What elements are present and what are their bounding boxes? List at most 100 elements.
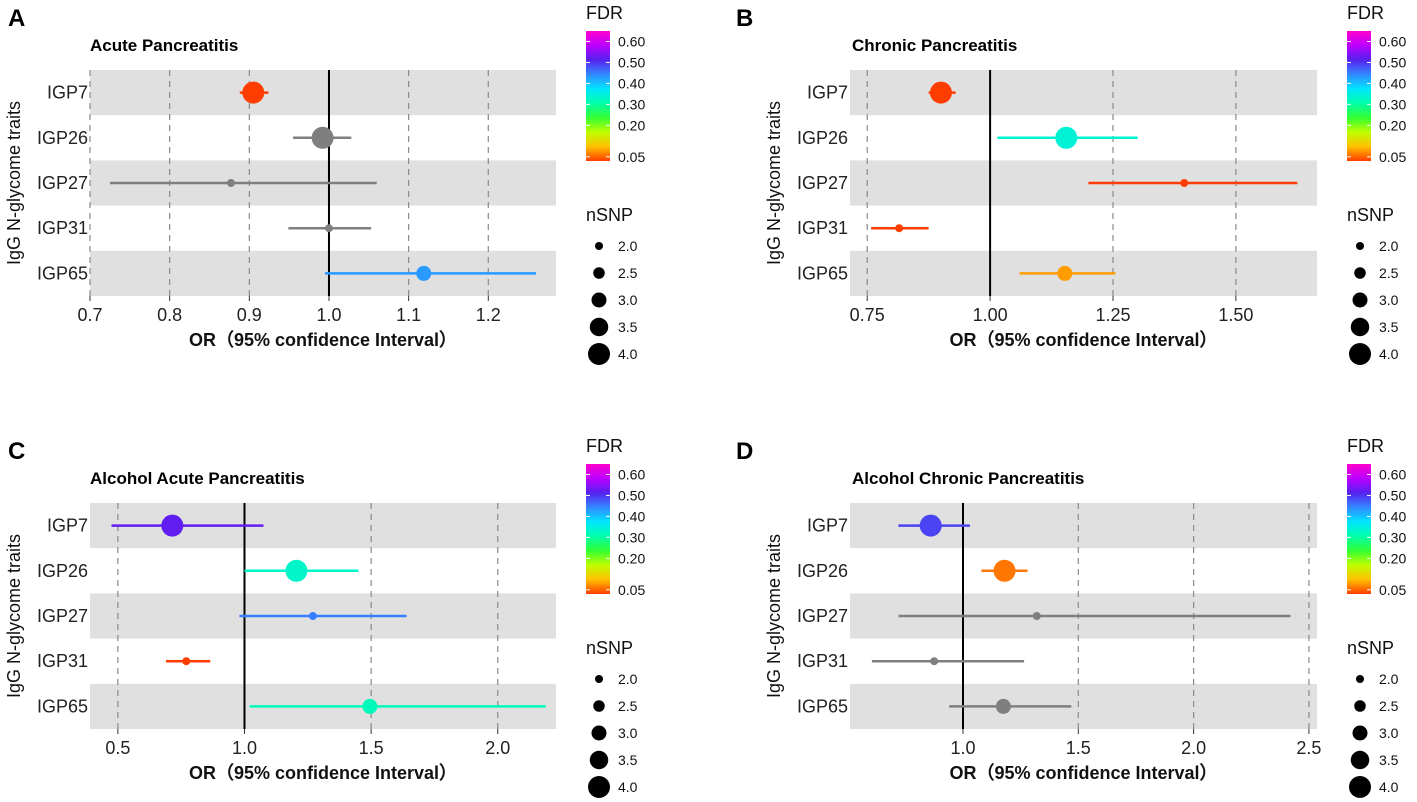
point-igp65 bbox=[1057, 265, 1073, 281]
x-tick-label: 2.0 bbox=[1181, 738, 1206, 758]
x-axis-label: OR（95% confidence Interval） bbox=[949, 330, 1217, 350]
y-tick-label: IGP65 bbox=[37, 696, 88, 716]
fdr-tick-label: 0.30 bbox=[618, 96, 645, 112]
fdr-tick-label: 0.30 bbox=[1379, 529, 1406, 545]
nsnp-legend-label: 3.5 bbox=[618, 752, 638, 768]
fdr-legend-title: FDR bbox=[586, 3, 623, 23]
fdr-tick-label: 0.60 bbox=[1379, 33, 1406, 49]
y-tick-label: IGP65 bbox=[797, 263, 848, 283]
fdr-tick-label: 0.05 bbox=[1379, 582, 1406, 598]
x-tick-label: 0.75 bbox=[850, 305, 885, 325]
point-igp7 bbox=[161, 514, 184, 537]
fdr-tick-label: 0.40 bbox=[1379, 75, 1406, 91]
nsnp-legend-key bbox=[591, 725, 607, 741]
fdr-tick-label: 0.50 bbox=[1379, 487, 1406, 503]
nsnp-legend-label: 3.0 bbox=[618, 725, 638, 741]
y-tick-label: IGP27 bbox=[37, 606, 88, 626]
fdr-tick-label: 0.05 bbox=[618, 149, 645, 165]
nsnp-legend-label: 2.5 bbox=[1379, 265, 1399, 281]
x-axis-label: OR（95% confidence Interval） bbox=[189, 763, 457, 783]
fdr-tick-label: 0.20 bbox=[1379, 117, 1406, 133]
x-tick-label: 1.50 bbox=[1218, 305, 1253, 325]
x-tick-label: 2.0 bbox=[485, 738, 510, 758]
y-tick-label: IGP7 bbox=[807, 516, 848, 536]
y-tick-label: IGP27 bbox=[37, 173, 88, 193]
x-tick-label: 0.8 bbox=[157, 305, 182, 325]
nsnp-legend-key bbox=[1352, 725, 1368, 741]
y-tick-label: IGP26 bbox=[797, 561, 848, 581]
fdr-tick-label: 0.05 bbox=[618, 582, 645, 598]
point-igp7 bbox=[929, 81, 952, 104]
x-tick-label: 1.2 bbox=[476, 305, 501, 325]
fdr-tick-label: 0.50 bbox=[1379, 54, 1406, 70]
panel-c: C Alcohol Acute Pancreatitis IGP7 IGP26 IGP2… bbox=[4, 436, 645, 798]
nsnp-legend-key bbox=[1349, 343, 1371, 365]
nsnp-legend-label: 3.0 bbox=[1379, 292, 1399, 308]
nsnp-legend-key bbox=[593, 700, 605, 712]
fdr-tick-label: 0.20 bbox=[618, 117, 645, 133]
panel-b: B Chronic Pancreatitis IGP7 IGP26 IGP27 IGP31… bbox=[736, 3, 1406, 365]
nsnp-legend-key bbox=[1352, 292, 1368, 308]
panel-title: Acute Pancreatitis bbox=[90, 36, 238, 55]
point-igp31 bbox=[324, 224, 333, 233]
point-igp7 bbox=[242, 81, 265, 104]
nsnp-legend-label: 2.0 bbox=[1379, 671, 1399, 687]
point-igp27 bbox=[1180, 179, 1189, 187]
nsnp-legend-key bbox=[589, 317, 609, 337]
fdr-tick-label: 0.60 bbox=[618, 33, 645, 49]
nsnp-legend-label: 4.0 bbox=[1379, 346, 1399, 362]
x-tick-label: 0.5 bbox=[105, 738, 130, 758]
x-tick-label: 2.5 bbox=[1296, 738, 1321, 758]
point-igp27 bbox=[226, 179, 235, 187]
fdr-tick-label: 0.60 bbox=[1379, 466, 1406, 482]
nsnp-legend-label: 2.0 bbox=[1379, 238, 1399, 254]
point-igp26 bbox=[1055, 126, 1078, 149]
x-tick-label: 1.0 bbox=[316, 305, 341, 325]
nsnp-legend-title: nSNP bbox=[586, 638, 633, 658]
y-tick-label: IGP65 bbox=[37, 263, 88, 283]
nsnp-legend-label: 3.5 bbox=[1379, 319, 1399, 335]
fdr-tick-label: 0.20 bbox=[1379, 550, 1406, 566]
y-axis-label: IgG N-glycome traits bbox=[4, 534, 24, 698]
x-tick-label: 0.9 bbox=[237, 305, 262, 325]
nsnp-legend-key bbox=[1349, 776, 1371, 798]
nsnp-legend-label: 3.0 bbox=[618, 292, 638, 308]
x-tick-label: 1.5 bbox=[359, 738, 384, 758]
nsnp-legend-label: 3.5 bbox=[618, 319, 638, 335]
panel-title: Alcohol Acute Pancreatitis bbox=[90, 469, 305, 488]
y-tick-label: IGP7 bbox=[47, 83, 88, 103]
y-tick-label: IGP7 bbox=[807, 83, 848, 103]
nsnp-legend-label: 2.0 bbox=[618, 671, 638, 687]
y-tick-label: IGP31 bbox=[797, 218, 848, 238]
y-tick-label: IGP65 bbox=[797, 696, 848, 716]
row-stripe bbox=[850, 683, 1317, 729]
x-tick-label: 1.00 bbox=[973, 305, 1008, 325]
nsnp-legend-label: 2.0 bbox=[618, 238, 638, 254]
y-axis-label: IgG N-glycome traits bbox=[764, 101, 784, 265]
fdr-tick-label: 0.60 bbox=[618, 466, 645, 482]
panel-d: D Alcohol Chronic Pancreatitis IGP7 IGP26 IG… bbox=[736, 436, 1406, 798]
nsnp-legend-key bbox=[1354, 267, 1366, 279]
nsnp-legend-label: 4.0 bbox=[1379, 779, 1399, 795]
nsnp-legend-label: 2.5 bbox=[1379, 698, 1399, 714]
nsnp-legend-label: 4.0 bbox=[618, 346, 638, 362]
y-tick-label: IGP27 bbox=[797, 173, 848, 193]
nsnp-legend-key bbox=[591, 292, 607, 308]
point-igp27 bbox=[308, 612, 317, 620]
x-tick-label: 1.5 bbox=[1066, 738, 1091, 758]
point-igp7 bbox=[919, 514, 942, 537]
y-axis-label: IgG N-glycome traits bbox=[4, 101, 24, 265]
fdr-colorbar bbox=[1347, 464, 1371, 594]
nsnp-legend-key bbox=[589, 750, 609, 770]
nsnp-legend-key bbox=[1350, 317, 1370, 337]
nsnp-legend-label: 3.5 bbox=[1379, 752, 1399, 768]
nsnp-legend-key bbox=[588, 776, 610, 798]
fdr-tick-label: 0.30 bbox=[618, 529, 645, 545]
point-igp27 bbox=[1032, 612, 1041, 620]
point-igp31 bbox=[930, 657, 939, 666]
panel-letter: A bbox=[8, 5, 25, 32]
x-axis-label: OR（95% confidence Interval） bbox=[189, 330, 457, 350]
fdr-legend-title: FDR bbox=[1347, 436, 1384, 456]
fdr-colorbar bbox=[586, 464, 610, 594]
panel-letter: C bbox=[8, 438, 25, 465]
